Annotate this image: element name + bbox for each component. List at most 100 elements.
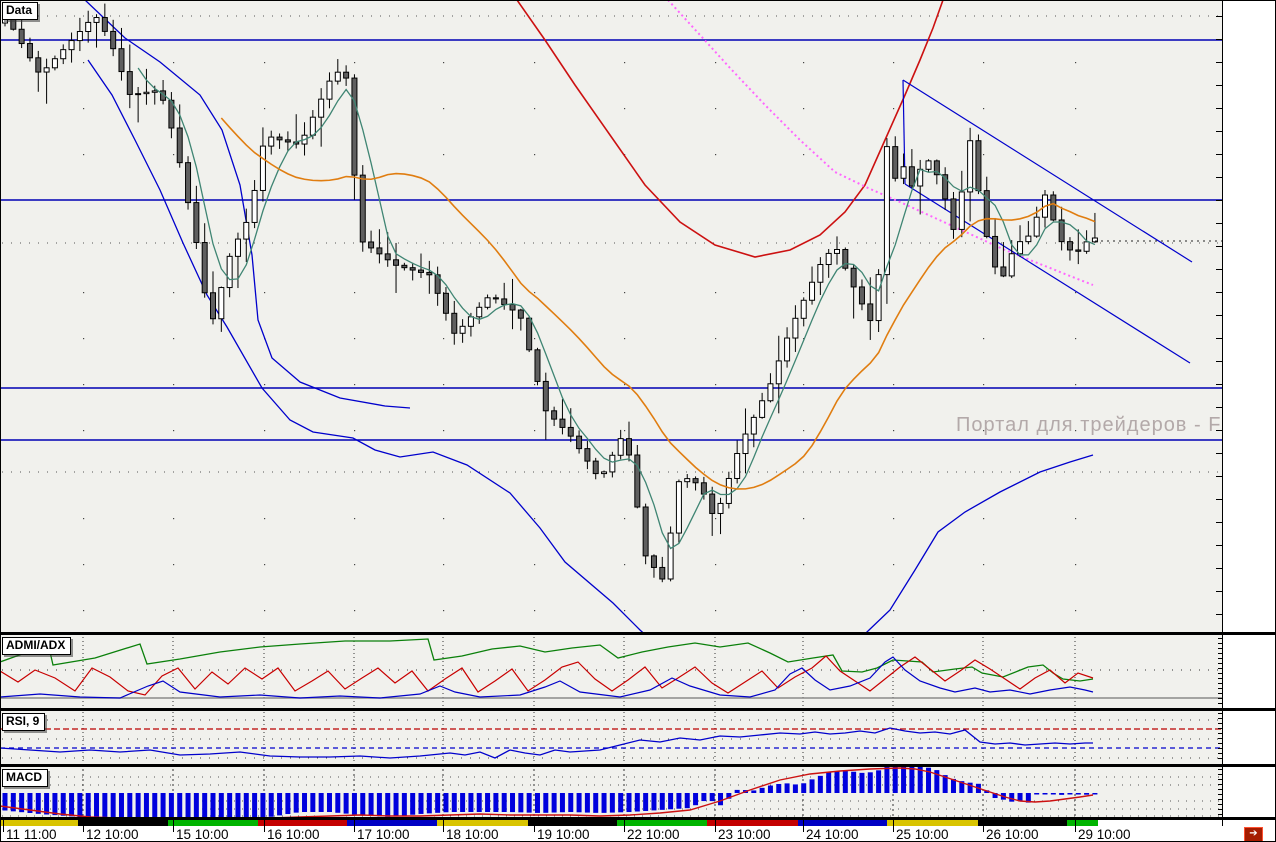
grid-dot	[534, 338, 536, 340]
macd-histogram-bar	[518, 793, 524, 813]
candle-body	[675, 481, 682, 534]
grid-dot	[173, 518, 175, 520]
grid-dot	[264, 430, 266, 432]
day-color-strip	[258, 820, 347, 826]
separator-main-adx[interactable]	[0, 632, 1276, 635]
scroll-right-button[interactable]: ➔	[1244, 827, 1263, 842]
rsi-indicator-panel[interactable]	[0, 712, 1222, 763]
grid-dot	[264, 292, 266, 294]
grid-dot	[264, 62, 266, 64]
macd-histogram-bar	[426, 793, 432, 814]
time-axis-label: 24 10:00	[806, 827, 859, 842]
candle-body	[1025, 235, 1032, 243]
scale-tick	[1218, 809, 1222, 810]
scale-tick	[1216, 292, 1222, 293]
time-axis-label: 18 10:00	[446, 827, 499, 842]
day-color-strip	[528, 820, 617, 826]
candle-body	[276, 136, 283, 141]
macd-histogram-bar	[909, 767, 915, 793]
macd-histogram-bar	[1025, 793, 1031, 803]
candle-body	[143, 91, 150, 95]
separator-adx-rsi[interactable]	[0, 708, 1276, 711]
scale-tick	[1218, 728, 1222, 729]
price-scale-column[interactable]: 0.120000.110000.100000.119000.111650.112…	[1222, 0, 1276, 842]
macd-histogram-bar	[501, 793, 507, 812]
grid-dot	[173, 292, 175, 294]
candle-body	[942, 174, 949, 200]
scale-tick	[1216, 177, 1222, 178]
scale-tick	[1216, 108, 1222, 109]
candle-body	[601, 471, 608, 475]
candle-body	[917, 168, 924, 187]
rsi-panel-label: RSI, 9	[2, 713, 46, 731]
grid-dot	[83, 108, 85, 110]
grid-dot	[354, 430, 356, 432]
grid-dot	[443, 108, 445, 110]
candle-body	[467, 316, 474, 327]
band-lower-line	[87, 59, 1094, 632]
macd-histogram-bar	[950, 778, 956, 793]
grid-dot	[1075, 154, 1077, 156]
grid-dot	[83, 62, 85, 64]
separator-macd-axis[interactable]	[0, 817, 1276, 820]
candle-body	[201, 242, 208, 294]
watermark-container: Портал для трейдеров - ForTrader.ru	[0, 414, 1222, 444]
macd-histogram-bar	[193, 793, 199, 817]
candle-body	[634, 454, 641, 508]
scale-tick	[1218, 718, 1222, 719]
time-axis-tick	[534, 820, 535, 832]
time-axis-label: 19 10:00	[537, 827, 590, 842]
day-color-strip	[1067, 820, 1098, 826]
grid-dot	[983, 430, 985, 432]
macd-histogram-bar	[52, 793, 58, 816]
candle-body	[218, 287, 225, 320]
scale-tick	[1216, 614, 1222, 615]
adx-indicator-panel[interactable]	[0, 637, 1222, 707]
scale-tick	[1216, 476, 1222, 477]
scale-tick	[1218, 804, 1222, 805]
time-axis-tick	[803, 820, 804, 832]
macd-histogram-bar	[243, 793, 249, 817]
chart-canvas[interactable]	[0, 0, 1222, 842]
candle-body	[193, 202, 200, 244]
grid-dot	[534, 292, 536, 294]
trendline-channel-upper	[902, 79, 1193, 263]
macd-histogram-bar	[618, 793, 624, 813]
scale-tick	[1216, 246, 1222, 247]
grid-dot	[354, 384, 356, 386]
macd-indicator-panel[interactable]	[0, 764, 1222, 819]
candle-body	[343, 71, 350, 79]
grid-dot	[893, 564, 895, 566]
scale-tick	[1216, 568, 1222, 569]
grid-dot	[893, 292, 895, 294]
time-axis-label: 12 10:00	[86, 827, 139, 842]
macd-histogram-bar	[168, 793, 174, 817]
macd-panel-label: MACD	[2, 769, 48, 787]
grid-dot	[893, 108, 895, 110]
macd-histogram-bar	[385, 793, 391, 817]
macd-histogram-bar	[726, 793, 732, 799]
candle-body	[509, 303, 516, 311]
grid-dot	[173, 154, 175, 156]
macd-histogram-bar	[942, 775, 948, 793]
grid-dot	[803, 430, 805, 432]
candle-body	[110, 30, 117, 50]
macd-histogram-bar	[310, 793, 316, 812]
candle-body	[825, 252, 832, 266]
macd-histogram-bar	[510, 793, 516, 813]
macd-histogram-bar	[410, 793, 416, 815]
candle-body	[850, 267, 857, 288]
grid-dot	[624, 610, 626, 612]
candle-body	[517, 309, 524, 319]
scale-tick	[1216, 16, 1222, 17]
separator-rsi-macd[interactable]	[0, 764, 1276, 767]
grid-dot	[715, 610, 717, 612]
macd-histogram-bar	[751, 790, 757, 793]
rsi-value-line	[0, 727, 1093, 759]
main-price-panel[interactable]	[0, 0, 1222, 650]
candle-body	[1075, 249, 1082, 252]
scale-tick	[1218, 678, 1222, 679]
macd-histogram-bar	[767, 785, 773, 793]
scale-tick	[1216, 131, 1222, 132]
scale-tick	[1216, 85, 1222, 86]
